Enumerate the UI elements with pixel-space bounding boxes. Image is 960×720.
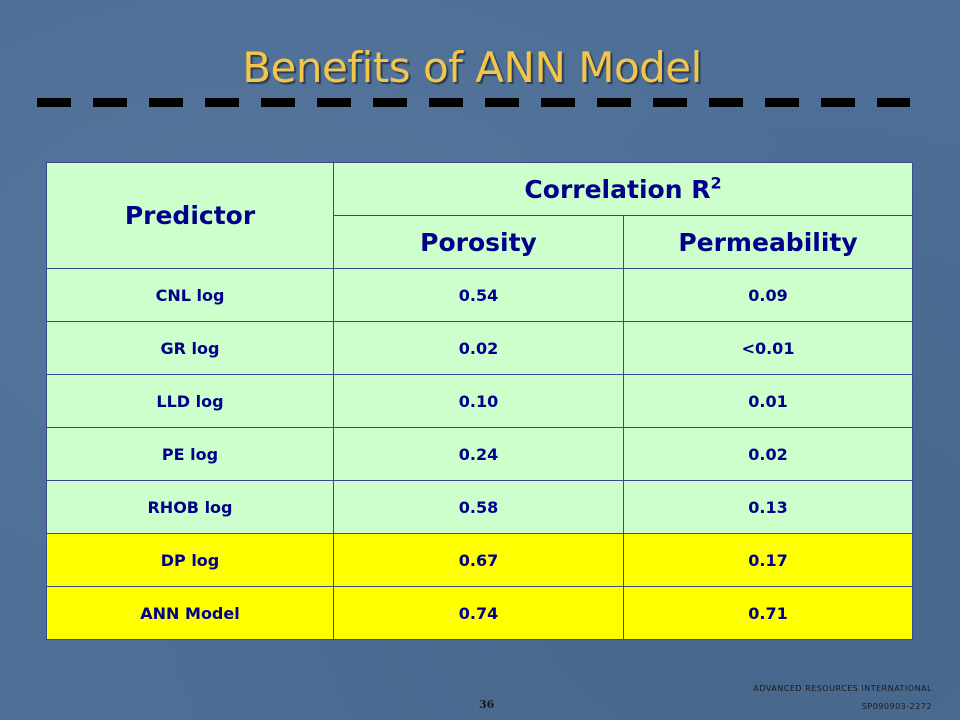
cell-porosity: 0.67	[333, 533, 624, 587]
cell-permeability: 0.13	[622, 480, 914, 534]
table-subheader-row: Porosity Permeability	[47, 215, 914, 269]
table-row: DP log 0.67 0.17	[46, 533, 914, 587]
dashed-divider	[37, 98, 910, 107]
header-correlation-superscript: 2	[710, 173, 722, 193]
table-row: CNL log 0.54 0.09	[46, 268, 914, 322]
table-row: PE log 0.24 0.02	[46, 427, 914, 481]
cell-porosity: 0.02	[333, 321, 624, 375]
footer-organization: ADVANCED RESOURCES INTERNATIONAL	[753, 684, 932, 693]
header-correlation: Correlation R2	[332, 162, 914, 216]
correlation-table: Predictor Correlation R2 Porosity Permea…	[46, 162, 914, 640]
table-header-row: Predictor Correlation R2	[46, 162, 914, 269]
cell-porosity: 0.24	[333, 427, 624, 481]
cell-predictor: CNL log	[46, 268, 334, 322]
cell-predictor: GR log	[46, 321, 334, 375]
cell-permeability: <0.01	[622, 321, 914, 375]
footer-code: SP090903-2272	[861, 702, 932, 711]
cell-predictor: LLD log	[46, 374, 334, 428]
table-row: GR log 0.02 <0.01	[46, 321, 914, 375]
cell-permeability: 0.17	[622, 533, 914, 587]
cell-porosity: 0.58	[333, 480, 624, 534]
cell-porosity: 0.54	[333, 268, 624, 322]
table-row: RHOB log 0.58 0.13	[46, 480, 914, 534]
cell-permeability: 0.09	[622, 268, 914, 322]
page-number: 36	[479, 698, 495, 711]
header-permeability: Permeability	[622, 215, 914, 269]
header-predictor: Predictor	[46, 162, 334, 269]
cell-porosity: 0.10	[333, 374, 624, 428]
cell-predictor: RHOB log	[46, 480, 334, 534]
slide-title: Benefits of ANN Model	[242, 43, 702, 92]
cell-predictor: DP log	[46, 533, 334, 587]
cell-permeability: 0.71	[622, 586, 914, 640]
cell-permeability: 0.02	[622, 427, 914, 481]
cell-permeability: 0.01	[622, 374, 914, 428]
header-correlation-label: Correlation R	[524, 174, 711, 204]
cell-predictor: ANN Model	[46, 586, 334, 640]
table-row: LLD log 0.10 0.01	[46, 374, 914, 428]
cell-porosity: 0.74	[333, 586, 624, 640]
cell-predictor: PE log	[46, 427, 334, 481]
header-porosity: Porosity	[333, 215, 624, 269]
table-row: ANN Model 0.74 0.71	[46, 586, 914, 640]
